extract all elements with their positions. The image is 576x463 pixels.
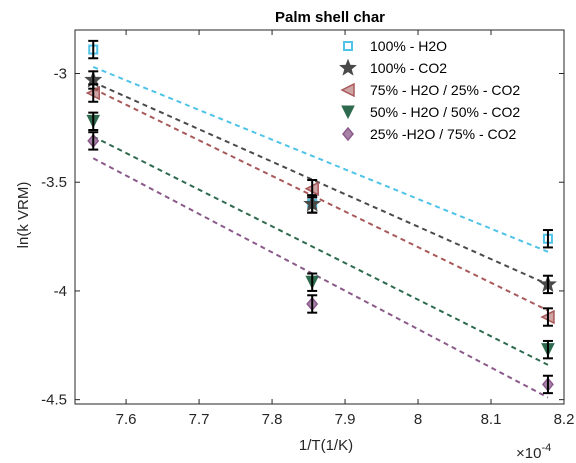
x-tick-label: 7.8 — [262, 411, 283, 428]
x-tick-label: 8.1 — [481, 411, 502, 428]
marker-triangle-down — [341, 105, 355, 120]
fit-line — [92, 157, 549, 399]
legend-entry-label: 75% - H2O / 25% - CO2 — [370, 82, 520, 98]
x-multiplier-exponent: -4 — [541, 442, 551, 454]
y-tick-label: -4 — [54, 283, 67, 300]
y-tick-label: -4.5 — [41, 392, 67, 409]
y-tick-label: -3 — [54, 65, 67, 82]
fit-line — [92, 87, 549, 312]
x-tick-label: 8.2 — [554, 411, 575, 428]
legend: 100% - H2O 100% - CO2 75% - H2O / 25% - CO… — [339, 38, 520, 142]
marker-diamond — [342, 126, 354, 142]
x-tick-label: 7.9 — [335, 411, 356, 428]
fit-line — [92, 66, 549, 253]
x-multiplier-base: ×10 — [516, 445, 541, 462]
x-tick-label: 7.7 — [189, 411, 210, 428]
x-axis-label: 1/T(1/K) — [299, 437, 353, 454]
axis-ticks: 7.6 7.7 7.8 7.9 8 8.1 8.2 -3 -3.5 -4 -4.5 — [41, 30, 574, 428]
marker-square — [343, 41, 353, 51]
fit-line — [92, 81, 549, 286]
legend-entry-label: 100% - H2O — [370, 38, 447, 54]
fit-lines — [92, 66, 549, 399]
x-multiplier: ×10-4 — [516, 442, 551, 462]
fit-line — [92, 135, 549, 366]
x-tick-label: 7.6 — [116, 411, 137, 428]
x-tick-label: 8 — [414, 411, 422, 428]
y-tick-label: -3.5 — [41, 174, 67, 191]
y-axis-label: ln(k VRM) — [15, 182, 32, 249]
legend-entry-label: 100% - CO2 — [370, 60, 447, 76]
legend-entry-label: 50% - H2O / 50% - CO2 — [370, 104, 520, 120]
chart-title: Palm shell char — [275, 9, 385, 26]
data-points — [84, 39, 557, 395]
plot-frame — [74, 29, 565, 405]
legend-entry-label: 25% -H2O / 75% - CO2 — [370, 126, 516, 142]
marker-triangle-left — [340, 82, 355, 98]
marker-star — [339, 58, 357, 76]
